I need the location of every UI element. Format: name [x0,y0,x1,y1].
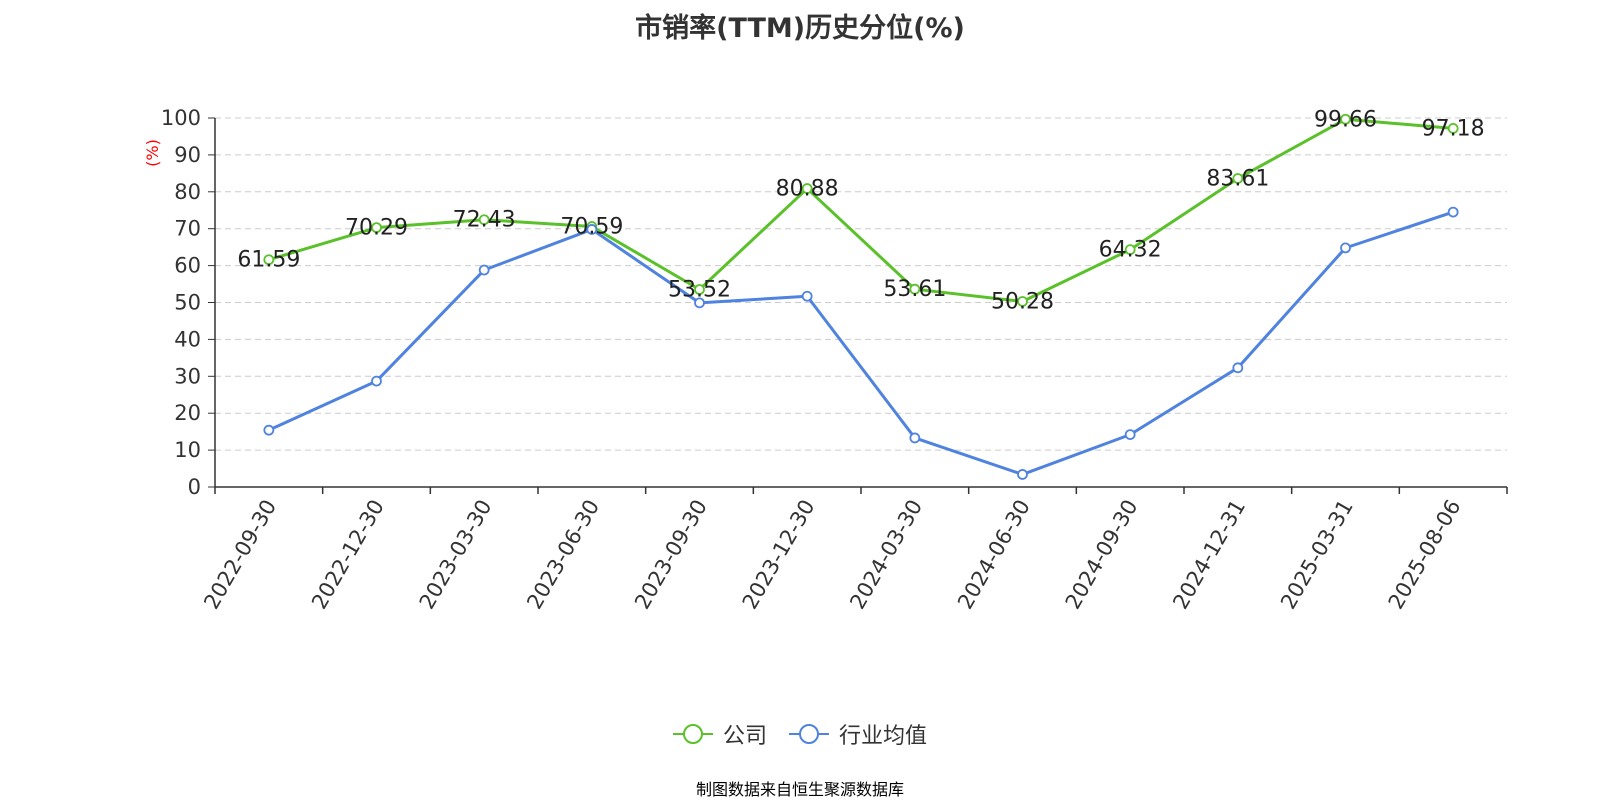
series-line-0 [268,117,1454,303]
y-tick-label: 60 [174,254,201,278]
data-label: 53.61 [883,277,946,302]
data-label: 99.66 [1314,107,1377,132]
data-label: 97.18 [1422,116,1485,141]
data-point-1 [1124,429,1136,441]
legend-industry-line-icon [789,724,829,744]
data-point-0 [909,283,921,295]
data-label: 70.59 [560,215,623,240]
data-point-0 [1447,123,1459,134]
x-tick-label: 2023-12-30 [738,496,820,614]
x-tick-label: 2024-12-31 [1168,496,1250,614]
y-tick-label: 90 [174,143,201,167]
data-point-0 [1340,113,1351,125]
data-label: 70.29 [345,216,408,241]
data-label: 72.43 [453,208,516,233]
x-tick-label: 2022-12-30 [307,496,389,614]
data-point-1 [371,375,382,387]
data-point-1 [1340,242,1351,254]
data-label: 61.59 [237,248,300,273]
y-tick-label: 100 [161,106,201,130]
x-tick-label: 2022-09-30 [199,496,281,614]
legend-industry-label: 行业均值 [839,724,928,749]
chart-title: 市销率(TTM)历史分位(%) [635,13,965,44]
data-point-1 [1017,469,1028,480]
y-tick-label: 20 [174,401,201,425]
y-tick-label: 30 [174,364,201,388]
legend-item-industry[interactable]: 行业均值 [789,718,927,750]
data-point-1 [801,290,813,302]
x-tick-label: 2025-08-06 [1384,496,1466,614]
data-point-0 [1124,244,1136,256]
y-axis-unit-label: (%) [143,139,162,167]
x-tick-label: 2023-06-30 [522,496,604,614]
data-point-1 [263,424,275,436]
data-point-1 [1232,362,1244,374]
source-note: 制图数据来自恒生聚源数据库 [695,780,904,799]
label-layer: 61.59 70.29 72.43 70.59 53.52 80.88 53.61 50.28… [237,107,1484,314]
y-tick-label: 0 [188,475,201,499]
y-tick-label: 80 [174,180,201,204]
data-point-1 [478,264,490,276]
y-tick-label: 10 [174,438,201,462]
data-point-0 [1017,296,1028,307]
x-tick-label: 2024-03-30 [845,496,927,614]
data-label: 83.61 [1206,166,1269,191]
x-tick-label: 2025-03-31 [1276,496,1358,614]
data-label: 80.88 [776,177,839,202]
y-tick-label: 40 [174,327,201,351]
data-point-1 [909,432,921,444]
data-label: 64.32 [1099,238,1162,263]
x-tick-label: 2023-03-30 [415,496,497,614]
legend-company-label: 公司 [722,724,767,749]
series-line-1 [268,210,1454,476]
grid-layer [215,117,1507,451]
x-tick-label: 2024-06-30 [953,496,1035,614]
data-label: 53.52 [668,278,731,303]
data-point-1 [586,224,598,235]
data-point-0 [478,214,490,226]
legend: 公司 行业均值 [0,718,1600,750]
legend-item-company[interactable]: 公司 [672,718,767,750]
x-tick-label: 2023-09-30 [630,496,712,614]
series-layer [263,113,1459,480]
y-tick-label: 50 [174,291,201,315]
data-point-0 [263,254,275,266]
data-point-0 [1232,173,1244,184]
data-label: 50.28 [991,289,1054,314]
data-point-1 [1447,206,1459,218]
legend-company-line-icon [672,724,713,744]
x-tick-label: 2024-09-30 [1061,496,1143,614]
data-point-0 [801,183,813,194]
data-point-1 [694,297,705,309]
y-tick-label: 70 [174,217,201,241]
data-point-0 [694,284,705,295]
data-point-0 [371,222,382,234]
